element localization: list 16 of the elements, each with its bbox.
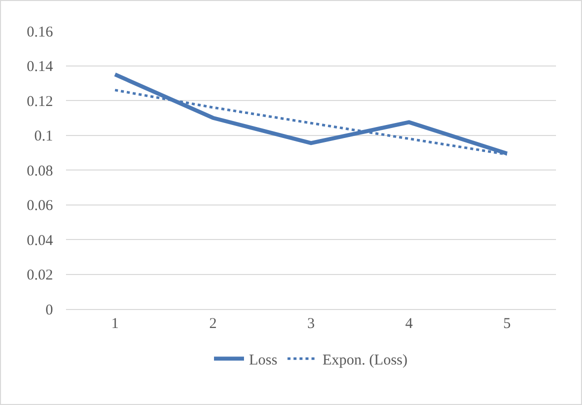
y-tick-label: 0.06 xyxy=(26,198,54,214)
x-tick-label: 5 xyxy=(503,316,511,332)
y-tick-label: 0.08 xyxy=(26,163,53,180)
legend-label: Expon. (Loss) xyxy=(322,352,408,368)
x-tick-label: 3 xyxy=(307,316,315,332)
y-tick-label: 0.12 xyxy=(26,94,53,110)
x-tick-label: 4 xyxy=(405,316,414,332)
y-tick-label: 0.04 xyxy=(26,232,54,249)
x-tick-label: 2 xyxy=(209,316,217,332)
y-tick-label: 0.16 xyxy=(26,24,54,40)
y-tick-label: 0.02 xyxy=(26,268,53,284)
legend-label: Loss xyxy=(249,352,278,368)
y-tick-label: 0 xyxy=(46,302,53,318)
y-tick-label: 0.1 xyxy=(34,128,53,144)
x-tick-label: 1 xyxy=(111,316,119,332)
y-tick-label: 0.14 xyxy=(26,59,54,75)
